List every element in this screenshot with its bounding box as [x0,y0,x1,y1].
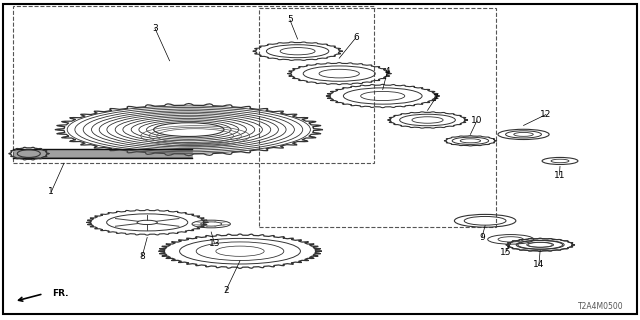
Text: 1: 1 [49,188,54,196]
Bar [259,8,496,227]
Text: 9: 9 [479,233,484,242]
Text: FR.: FR. [52,289,69,298]
Text: 5: 5 [287,15,292,24]
Text: 13: 13 [209,239,220,248]
Text: 10: 10 [471,116,483,125]
FancyArrowPatch shape [19,294,41,301]
Text: 14: 14 [533,260,545,269]
Text: 4: 4 [385,68,390,76]
Text: T2A4M0500: T2A4M0500 [579,302,624,311]
Text: 7: 7 [433,94,438,103]
Bar [13,6,374,163]
Text: 11: 11 [554,171,565,180]
Text: 3: 3 [152,24,157,33]
Text: 12: 12 [540,110,552,119]
Text: 15: 15 [500,248,511,257]
Text: 8: 8 [140,252,145,261]
Text: 2: 2 [223,286,228,295]
Text: 6: 6 [353,33,358,42]
